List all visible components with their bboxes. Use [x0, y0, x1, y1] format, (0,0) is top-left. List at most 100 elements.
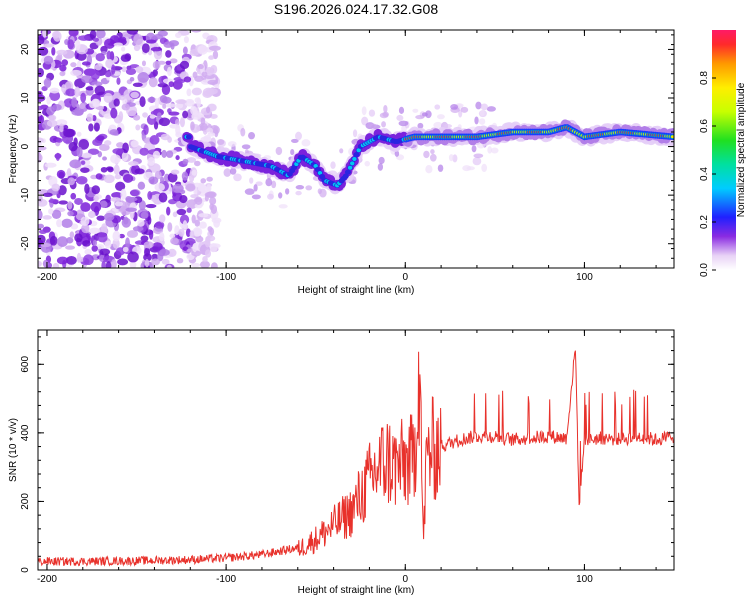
spectrogram-noise-blob	[48, 198, 59, 204]
spectrogram-noise-blob	[78, 35, 90, 41]
spectrogram-noise-blob	[69, 231, 75, 239]
spectrogram-noise-blob	[147, 191, 153, 200]
spectrogram-noise-blob	[112, 148, 124, 155]
spectrogram-ridge-core	[344, 169, 351, 175]
spectrogram-noise-blob	[42, 215, 52, 220]
spectrogram-noise-blob	[63, 128, 75, 138]
spectrogram-noise-blob	[473, 153, 484, 159]
spectrogram-noise-blob	[42, 30, 48, 38]
spectrogram-noise-blob	[361, 106, 367, 116]
spectrogram-noise-blob	[92, 239, 98, 247]
x-tick-label: -200	[37, 574, 57, 585]
spectrogram-noise-blob	[194, 219, 200, 227]
spectrogram-noise-blob	[80, 216, 90, 226]
spectrogram-noise-blob	[147, 96, 156, 103]
spectrogram-noise-blob	[151, 258, 161, 266]
spectrogram-noise-blob	[110, 197, 121, 202]
spectrogram-noise-blob	[271, 180, 277, 189]
spectrogram-noise-blob	[103, 92, 113, 104]
spectrogram-noise-blob	[71, 97, 78, 108]
colorbar-ticks: 0.0 0.2 0.4 0.6 0.8	[699, 71, 716, 277]
spectrogram-noise-blob	[38, 114, 45, 124]
spectrogram-noise-blob	[61, 84, 67, 94]
spectrogram-noise-blob	[285, 188, 290, 195]
spectrogram-noise-blob	[80, 160, 86, 165]
spectrogram-noise-blob	[67, 177, 76, 186]
spectrogram-noise-blob	[433, 121, 443, 129]
spectrogram-noise-blob	[106, 50, 112, 61]
spectrogram-noise-blob	[139, 96, 146, 108]
spectrogram-noise-blob	[104, 71, 112, 78]
spectrogram-noise-blob	[190, 121, 195, 131]
spectrogram-noise-blob	[80, 167, 90, 173]
spectrogram-noise-blob	[76, 175, 88, 185]
y-tick-label: 20	[20, 43, 31, 55]
spectrogram-noise-blob	[301, 139, 311, 147]
spectrogram-noise-blob	[168, 81, 175, 88]
spectrogram-noise-blob	[206, 191, 217, 199]
spectrogram-noise-blob	[206, 184, 212, 193]
spectrogram-noise-blob	[193, 228, 201, 237]
spectrogram-noise-blob	[129, 76, 135, 82]
spectrogram-noise-blob	[113, 164, 120, 176]
x-tick-label: 100	[576, 272, 593, 283]
spectrogram-noise-blob	[175, 102, 184, 109]
spectrogram-noise-blob	[132, 82, 143, 87]
spectrogram-noise-blob	[147, 216, 152, 225]
spectrogram-noise-blob	[92, 37, 100, 42]
spectrogram-noise-blob	[199, 260, 210, 268]
spectrogram-ridge-core	[313, 164, 318, 168]
spectrogram-noise-blob	[94, 64, 102, 71]
spectrogram-noise-blob	[198, 213, 209, 218]
spectrogram-noise-blob	[116, 142, 125, 148]
spectrogram-noise-blob	[103, 212, 115, 222]
spectrogram-noise-blob	[84, 183, 90, 194]
spectrogram-noise-blob	[149, 135, 160, 145]
spectrogram-noise-blob	[55, 152, 60, 161]
spectrogram-noise-blob	[59, 71, 66, 77]
spectrogram-noise-blob	[466, 166, 475, 171]
spectrogram-noise-blob	[133, 33, 144, 45]
spectrogram-noise-blob	[229, 167, 237, 175]
spectrogram-noise-blob	[352, 129, 358, 138]
spectrogram-noise-blob	[275, 146, 283, 156]
spectrogram-noise-blob	[58, 200, 68, 205]
spectrogram-noise-blob	[123, 216, 129, 225]
spectrogram-noise-blob	[208, 45, 221, 51]
spectrogram-noise-blob	[158, 192, 168, 203]
spectrogram-noise-blob	[51, 209, 62, 220]
spectrogram-noise-blob	[191, 214, 196, 224]
spectrogram-noise-blob	[83, 254, 94, 266]
spectrogram-noise-blob	[423, 150, 430, 159]
spectrogram-noise-blob	[486, 106, 496, 112]
spectrogram-ridge-core	[356, 148, 361, 153]
spectrogram-noise-blob	[99, 200, 108, 208]
spectrogram-noise-blob	[142, 112, 148, 118]
spectrogram-noise-blob	[80, 152, 93, 159]
spectrogram-noise-blob	[56, 219, 63, 228]
spectrogram-noise-blob	[213, 126, 218, 132]
spectrogram-noise-blob	[49, 90, 61, 101]
spectrogram-noise-blob	[148, 77, 158, 88]
spectrogram-noise-blob	[86, 113, 94, 122]
spectrogram-noise-blob	[112, 238, 120, 249]
spectrogram-noise-blob	[95, 173, 103, 180]
spectrogram-ridge-peak	[670, 135, 674, 139]
spectrogram-noise-blob	[150, 46, 163, 52]
spectrogram-noise-blob	[82, 240, 91, 247]
spectrogram-noise-blob	[170, 169, 180, 175]
spectrogram-noise-blob	[168, 111, 180, 116]
y-tick-label: 0	[20, 143, 31, 149]
spectrogram-noise-blob	[172, 211, 178, 218]
spectrogram-noise-blob	[169, 233, 176, 238]
spectrogram-noise-blob	[70, 62, 77, 68]
spectrogram-noise-blob	[61, 59, 69, 66]
spectrogram-noise-blob	[183, 76, 192, 83]
spectrogram-noise-blob	[154, 199, 160, 205]
spectrogram-noise-blob	[153, 33, 163, 40]
spectrogram-heatmap	[38, 30, 674, 268]
spectrogram-noise-blob	[38, 35, 45, 45]
spectrogram-noise-blob	[104, 140, 112, 146]
spectrogram-noise-blob	[56, 236, 68, 247]
spectrogram-noise-blob	[159, 249, 170, 256]
